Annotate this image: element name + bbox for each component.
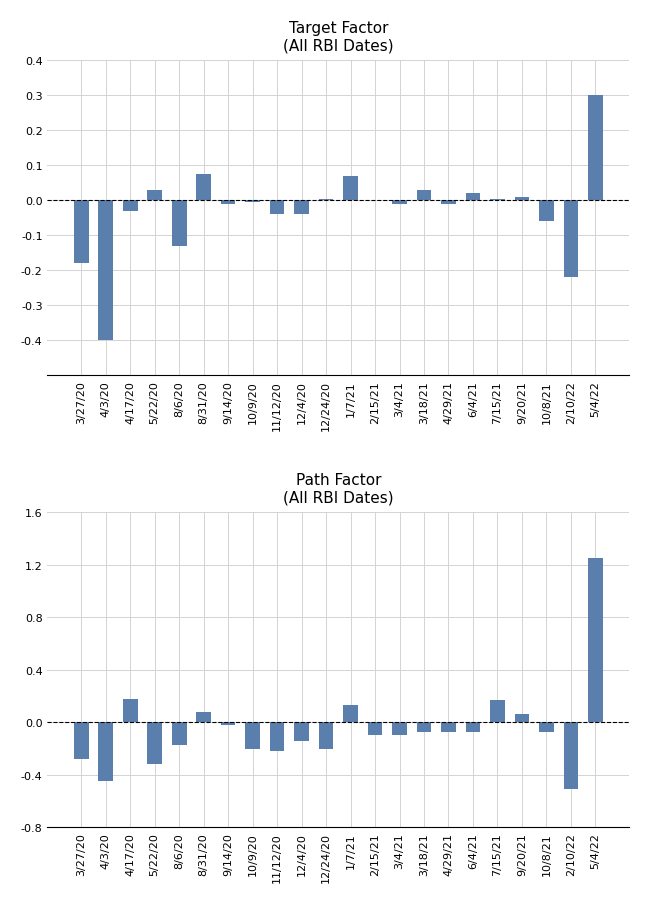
Bar bbox=[392, 722, 407, 736]
Bar bbox=[343, 705, 358, 722]
Bar bbox=[588, 559, 603, 722]
Bar bbox=[417, 191, 432, 201]
Bar bbox=[441, 201, 456, 205]
Bar bbox=[270, 722, 285, 751]
Bar bbox=[417, 722, 432, 731]
Bar bbox=[245, 201, 260, 203]
Bar bbox=[196, 712, 211, 722]
Bar bbox=[123, 699, 138, 722]
Bar bbox=[441, 722, 456, 731]
Bar bbox=[539, 201, 554, 222]
Bar bbox=[490, 700, 505, 722]
Bar bbox=[172, 722, 187, 745]
Bar bbox=[368, 722, 382, 736]
Bar bbox=[318, 200, 333, 201]
Bar bbox=[123, 201, 138, 211]
Bar bbox=[564, 201, 578, 278]
Bar bbox=[74, 722, 88, 759]
Bar bbox=[148, 191, 162, 201]
Bar bbox=[564, 722, 578, 789]
Bar bbox=[515, 198, 529, 201]
Bar bbox=[515, 714, 529, 722]
Bar bbox=[196, 175, 211, 201]
Bar bbox=[172, 201, 187, 247]
Bar bbox=[270, 201, 285, 215]
Bar bbox=[148, 722, 162, 765]
Bar bbox=[221, 201, 235, 205]
Bar bbox=[245, 722, 260, 749]
Bar bbox=[465, 194, 480, 201]
Bar bbox=[294, 201, 309, 215]
Bar bbox=[98, 201, 113, 341]
Bar bbox=[221, 722, 235, 725]
Bar bbox=[74, 201, 88, 264]
Bar bbox=[294, 722, 309, 740]
Title: Path Factor
(All RBI Dates): Path Factor (All RBI Dates) bbox=[283, 472, 394, 505]
Bar bbox=[539, 722, 554, 731]
Bar bbox=[465, 722, 480, 731]
Title: Target Factor
(All RBI Dates): Target Factor (All RBI Dates) bbox=[283, 21, 394, 53]
Bar bbox=[318, 722, 333, 749]
Bar bbox=[343, 177, 358, 201]
Bar bbox=[392, 201, 407, 205]
Bar bbox=[490, 200, 505, 201]
Bar bbox=[588, 97, 603, 201]
Bar bbox=[98, 722, 113, 781]
